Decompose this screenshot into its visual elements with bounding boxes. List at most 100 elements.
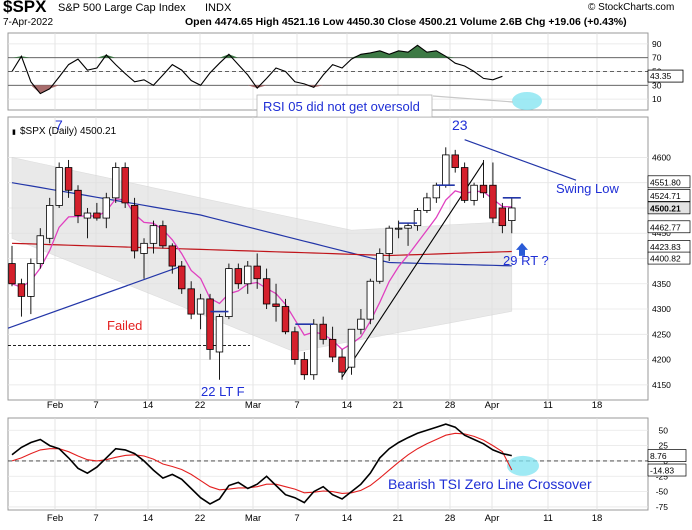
price-legend-marker: ▮ [12, 129, 16, 136]
x-tick-label: 14 [342, 513, 353, 524]
candle-body [206, 298, 214, 350]
candle-body [442, 154, 450, 186]
date: 7-Apr-2022 [3, 17, 54, 28]
candle-body [17, 283, 26, 297]
rsi-tick-label: 90 [652, 39, 662, 49]
candle-body [55, 167, 63, 206]
x-tick-label: 14 [342, 400, 353, 411]
price-tag [647, 220, 691, 234]
candle-body [36, 235, 44, 264]
candle-body [423, 197, 431, 211]
candle-body [64, 167, 73, 191]
sma-red-line [11, 242, 512, 257]
candle-body [121, 167, 129, 204]
candle-body [215, 316, 224, 353]
x-tick-label: Apr [485, 400, 500, 411]
candle-body [187, 288, 195, 315]
candle-body [112, 167, 120, 199]
rsi-line [11, 44, 503, 95]
x-tick-label: 21 [393, 513, 404, 524]
price-tick-label: 4450 [652, 228, 671, 238]
tsi-value-tag [647, 449, 687, 462]
price-tag-label: 4423.83 [650, 242, 681, 252]
candle-body [130, 205, 139, 252]
trendline-feb [7, 265, 182, 329]
candle-body [338, 356, 346, 373]
x-tick-label: 7 [294, 400, 299, 411]
price-tag [647, 201, 691, 215]
candle-body [225, 268, 233, 318]
rsi-pointer [432, 95, 514, 103]
tsi-panel [7, 417, 649, 511]
rt-arrow [516, 242, 528, 256]
x-tick-label: 22 [195, 400, 206, 411]
candle-body [262, 278, 271, 305]
x-tick-label: 7 [93, 513, 98, 524]
price-tag [647, 251, 691, 265]
x-tick-label: 7 [93, 400, 98, 411]
candle-body [385, 227, 393, 254]
candle-body [460, 167, 469, 201]
candle-body [253, 265, 261, 280]
candle-body [404, 225, 412, 229]
candle-body [498, 207, 507, 227]
candle-body [357, 318, 365, 330]
x-tick-label: Feb [47, 513, 63, 524]
x-tick-label: 18 [592, 513, 603, 524]
exchange: INDX [205, 2, 232, 14]
candle-body [376, 253, 384, 282]
label-failed: Failed [107, 318, 142, 333]
x-tick-label: 21 [393, 400, 404, 411]
label-7: 7 [55, 117, 63, 133]
x-tick-label: 28 [445, 513, 456, 524]
candle-body [366, 280, 375, 320]
price-tick-label: 4150 [652, 380, 671, 390]
uptrend-line [341, 162, 484, 378]
rsi-tick-label: 70 [652, 53, 662, 63]
rsi-highlight [512, 92, 542, 110]
x-tick-label: Mar [245, 513, 261, 524]
tsi-tick-label: -75 [656, 502, 669, 512]
x-tick-label: 22 [195, 513, 206, 524]
x-tick-label: 11 [543, 513, 553, 524]
candle-body [489, 184, 497, 219]
candle-body [168, 245, 177, 267]
candle-body [74, 189, 82, 216]
candle-body [244, 265, 252, 285]
x-tick-label: 28 [445, 400, 456, 411]
ohlc-line: Open 4474.65 High 4521.16 Low 4450.30 Cl… [185, 16, 627, 28]
candle-body [394, 227, 403, 230]
candle-body [27, 263, 35, 297]
candle-body [508, 207, 516, 221]
x-tick-label: 7 [294, 513, 299, 524]
candle-body [102, 197, 110, 219]
price-tag-label: 4524.71 [650, 191, 681, 201]
price-tick-label: 4250 [652, 329, 671, 339]
watermark: © StockCharts.com [588, 2, 675, 13]
price-tag-label: 4551.80 [650, 177, 681, 187]
candle-body [328, 338, 337, 358]
tsi-tick-label: 25 [659, 441, 669, 451]
candle-body [93, 212, 101, 219]
tsi-value-tag [647, 463, 687, 477]
label-29-rt: 29 RT ? [503, 253, 549, 268]
price-tag [647, 189, 691, 202]
rsi-annotation: RSI 05 did not get oversold [263, 99, 420, 114]
candle-body [8, 263, 16, 285]
price-tag-label: 4500.21 [650, 203, 681, 213]
candle-body [178, 265, 186, 290]
candle-body [451, 154, 459, 168]
tsi-annotation: Bearish TSI Zero Line Crossover [388, 476, 592, 492]
price-tick-label: 4600 [652, 152, 671, 162]
rsi-annotation-box [256, 94, 433, 118]
price-tag-label: 4400.82 [650, 254, 681, 264]
candle-body [413, 210, 422, 227]
price-tick-label: 4200 [652, 355, 671, 365]
tsi-tick-label: -50 [656, 487, 669, 497]
label-23: 23 [452, 117, 468, 133]
tsi-last-value: -14.83 [650, 466, 674, 476]
candle-body [319, 323, 327, 340]
candle-body [291, 331, 299, 360]
symbol: $SPX [3, 0, 47, 16]
